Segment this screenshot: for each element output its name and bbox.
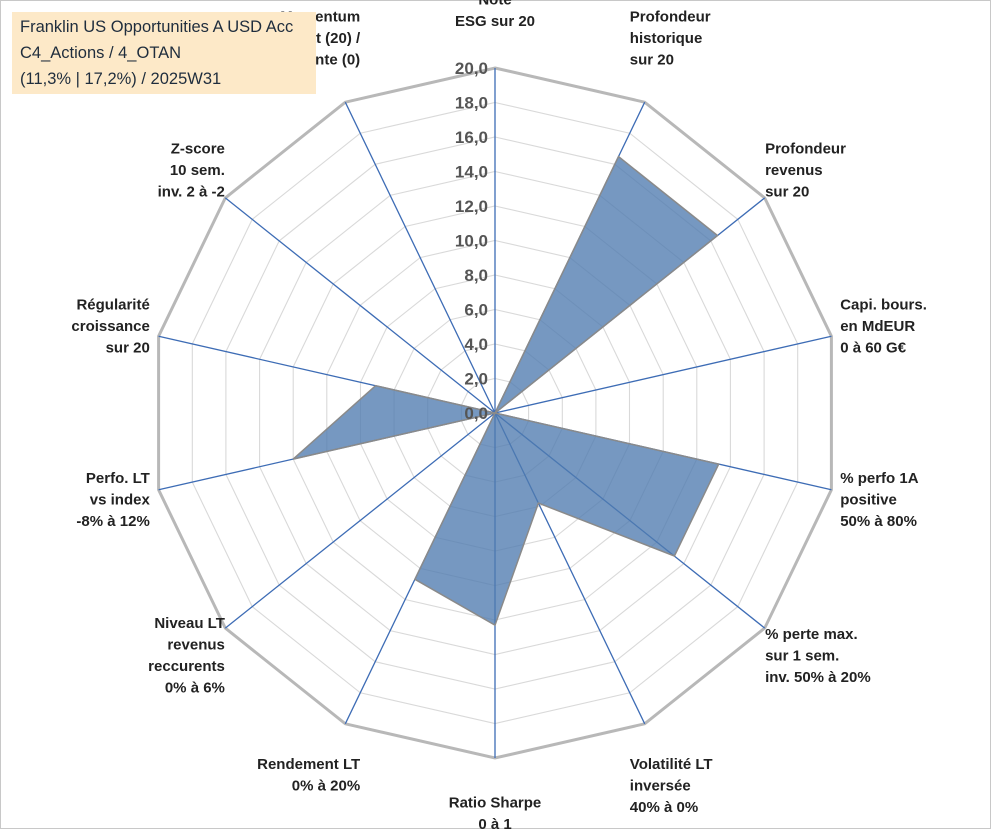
- radial-tick-label: 0,0: [464, 404, 488, 423]
- axis-spoke: [494, 335, 832, 414]
- axis-label: % perte max. sur 1 sem. inv. 50% à 20%: [765, 626, 871, 686]
- radar-axis-labels: Note ESG sur 20 Profondeur historique sur 20…: [71, 0, 926, 829]
- radial-tick-label: 8,0: [464, 266, 488, 285]
- radial-tick-label: 14,0: [455, 163, 488, 182]
- axis-label: Capi. bours. en MdEUR 0 à 60 G€: [840, 297, 927, 357]
- radial-tick-label: 20,0: [455, 59, 488, 78]
- axis-label: Ratio Sharpe 0 à 1: [449, 795, 542, 829]
- radial-tick-label: 12,0: [455, 197, 488, 216]
- series-area: [292, 155, 720, 627]
- radial-tick-label: 4,0: [464, 335, 488, 354]
- radial-tick-label: 18,0: [455, 94, 488, 113]
- fund-category: C4_Actions / 4_OTAN: [20, 44, 182, 62]
- radar-tick-labels: 0,0 2,0 4,0 6,0 8,0 10,0 12,0 14,0 16,0 18,0 20,0: [455, 59, 488, 423]
- radial-tick-label: 10,0: [455, 232, 488, 251]
- axis-spoke: [224, 197, 496, 414]
- axis-label: Perfo. LT vs index -8% à 12%: [76, 470, 150, 530]
- axis-label: Rendement LT 0% à 20%: [257, 756, 360, 795]
- axis-label: Volatilité LT inversée 40% à 0%: [630, 756, 713, 816]
- fund-stats: (11,3% | 17,2%) / 2025W31: [20, 70, 222, 88]
- axis-label: Z-score 10 sem. inv. 2 à -2: [158, 141, 225, 201]
- axis-label: Niveau LT revenus reccurents 0% à 6%: [148, 615, 225, 697]
- axis-label: Régularité croissance sur 20: [71, 297, 149, 357]
- radar-series: [292, 155, 720, 627]
- radial-tick-label: 2,0: [464, 370, 488, 389]
- axis-label: Profondeur revenus sur 20: [765, 141, 846, 201]
- radial-tick-label: 6,0: [464, 301, 488, 320]
- axis-spoke: [224, 412, 496, 629]
- axis-label: Note ESG sur 20: [455, 0, 535, 30]
- axis-label: Profondeur historique sur 20: [630, 9, 711, 69]
- axis-label: % perfo 1A positive 50% à 80%: [840, 470, 919, 530]
- radial-tick-label: 16,0: [455, 128, 488, 147]
- fund-info-box: Franklin US Opportunities A USD Acc C4_A…: [12, 12, 316, 94]
- fund-name: Franklin US Opportunities A USD Acc: [20, 18, 294, 36]
- axis-spoke: [344, 101, 496, 414]
